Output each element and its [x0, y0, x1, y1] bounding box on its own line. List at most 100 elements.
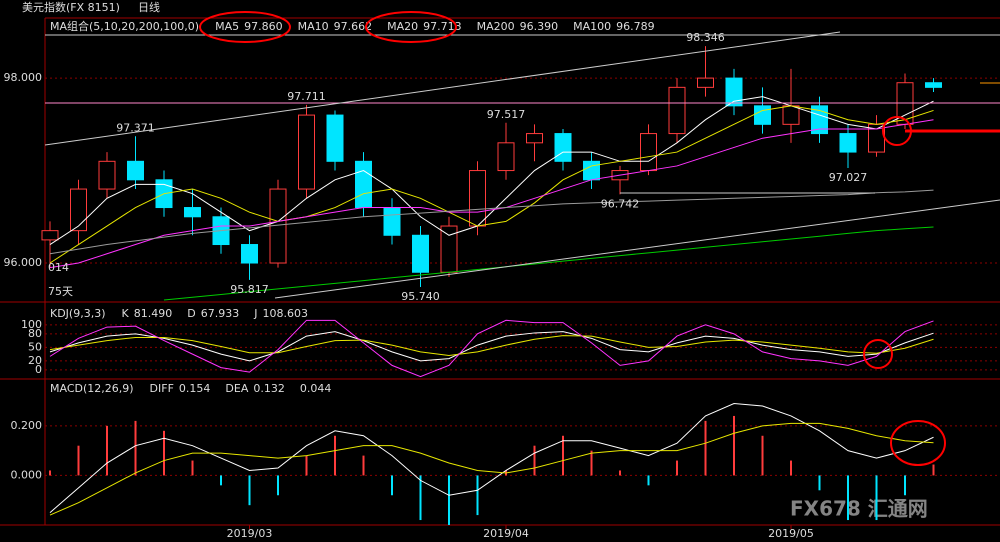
- legend-name: DEA: [225, 382, 248, 395]
- candle-body: [697, 77, 714, 88]
- legend-value: 97.713: [423, 20, 462, 33]
- period[interactable]: 日线: [138, 0, 160, 14]
- legend-value: 81.490: [134, 307, 173, 320]
- legend-name: MA20: [387, 20, 418, 33]
- candle-body: [925, 82, 942, 88]
- watermark: FX678 汇通网: [790, 497, 928, 521]
- legend-value: 96.390: [520, 20, 559, 33]
- line-series: [49, 335, 934, 356]
- legend-name: MA5: [215, 20, 239, 33]
- legend-value: 67.933: [201, 307, 240, 320]
- price-annotation: 97.711: [287, 90, 326, 103]
- legend-entry: MA10 97.662: [298, 20, 373, 33]
- candle-body: [127, 160, 144, 181]
- legend-name: K: [122, 307, 130, 320]
- highlight-circle: [199, 11, 291, 43]
- line-series: [163, 226, 934, 301]
- highlight-circle: [863, 339, 893, 369]
- y-tick-label: 100: [21, 318, 42, 331]
- candle-body: [839, 133, 857, 153]
- legend-entry: MA20 97.713: [387, 20, 462, 33]
- candle-body: [184, 207, 201, 218]
- y-tick-label: 80: [28, 327, 42, 340]
- candle-body: [725, 77, 743, 107]
- candle-body: [355, 160, 372, 209]
- trend-line: [274, 199, 1000, 299]
- line-series: [49, 403, 934, 513]
- chart-title: 美元指数(FX 8151): [22, 0, 120, 14]
- legend-value: 97.662: [334, 20, 373, 33]
- x-tick-label: 2019/05: [768, 527, 814, 540]
- drawings: [44, 11, 1000, 466]
- note: 75天: [48, 285, 73, 298]
- legend-entry: DEA 0.132: [225, 382, 284, 395]
- y-tick-label: 20: [28, 354, 42, 367]
- candle-body: [298, 114, 315, 190]
- panel-borders: [0, 17, 1000, 526]
- trend-line: [44, 31, 841, 146]
- highlight-circle: [890, 420, 946, 466]
- candle-body: [554, 133, 572, 162]
- y-tick-label: 0: [35, 363, 42, 376]
- legend-entry: 0.044: [300, 382, 332, 395]
- legend-entry: D 67.933: [187, 307, 239, 320]
- y-tick-label: 0.200: [11, 419, 43, 432]
- candle-body: [469, 170, 486, 227]
- candle-body: [412, 234, 429, 273]
- legend-value: 108.603: [262, 307, 308, 320]
- candle-body: [640, 133, 657, 172]
- price-annotation: 95.817: [230, 283, 269, 296]
- candle-body: [583, 160, 600, 181]
- candle-body: [326, 114, 344, 162]
- candle-body: [98, 160, 116, 190]
- candle-body: [41, 230, 59, 241]
- candle-body: [497, 142, 515, 172]
- legend-value: 0.132: [253, 382, 285, 395]
- y-tick-label: 50: [28, 340, 42, 353]
- y-tick-label: 0.000: [11, 468, 43, 481]
- legend-entry: MA5 97.860: [215, 20, 283, 33]
- candle-body: [754, 105, 771, 125]
- note: 014: [48, 261, 69, 274]
- legend-title: MA组合(5,10,20,200,100,0): [50, 19, 199, 33]
- line-series: [49, 331, 934, 362]
- legend-title: KDJ(9,3,3): [50, 307, 106, 320]
- candle-body: [668, 86, 686, 135]
- legend-value: 97.860: [244, 20, 283, 33]
- candle-body: [70, 188, 87, 232]
- legend-title: MACD(12,26,9): [50, 382, 134, 395]
- line-series: [49, 319, 934, 378]
- legend-name: DIFF: [150, 382, 174, 395]
- legend-entry: MA200 96.390: [477, 20, 559, 33]
- legend-name: D: [187, 307, 195, 320]
- highlight-circle: [365, 11, 457, 43]
- line-series: [49, 422, 934, 516]
- price-annotation: 97.027: [829, 171, 868, 184]
- legend-name: MA10: [298, 20, 329, 33]
- line-series: [49, 119, 934, 269]
- legend-entry: K 81.490: [122, 307, 173, 320]
- candle-body: [782, 105, 800, 125]
- line-series: [49, 189, 934, 255]
- candle-body: [241, 244, 258, 264]
- legend-name: MA100: [573, 20, 611, 33]
- candle-body: [383, 207, 401, 236]
- price-annotation: 96.742: [601, 197, 640, 210]
- candle-body: [526, 133, 543, 144]
- line-series: [49, 105, 934, 264]
- candle-body: [811, 105, 828, 135]
- legend-entry: J 108.603: [253, 307, 308, 320]
- y-tick-label: 98.000: [4, 71, 43, 84]
- legend-name: J: [253, 307, 257, 320]
- y-tick-label: 96.000: [4, 256, 43, 269]
- price-annotation: 98.346: [686, 31, 725, 44]
- legend-entry: MA100 96.789: [573, 20, 655, 33]
- x-tick-label: 2019/04: [483, 527, 529, 540]
- price-annotation: 97.517: [487, 108, 526, 121]
- line-series: [49, 96, 934, 245]
- x-tick-label: 2019/03: [227, 527, 273, 540]
- price-annotation: 95.740: [401, 290, 440, 303]
- legend-name: MA200: [477, 20, 515, 33]
